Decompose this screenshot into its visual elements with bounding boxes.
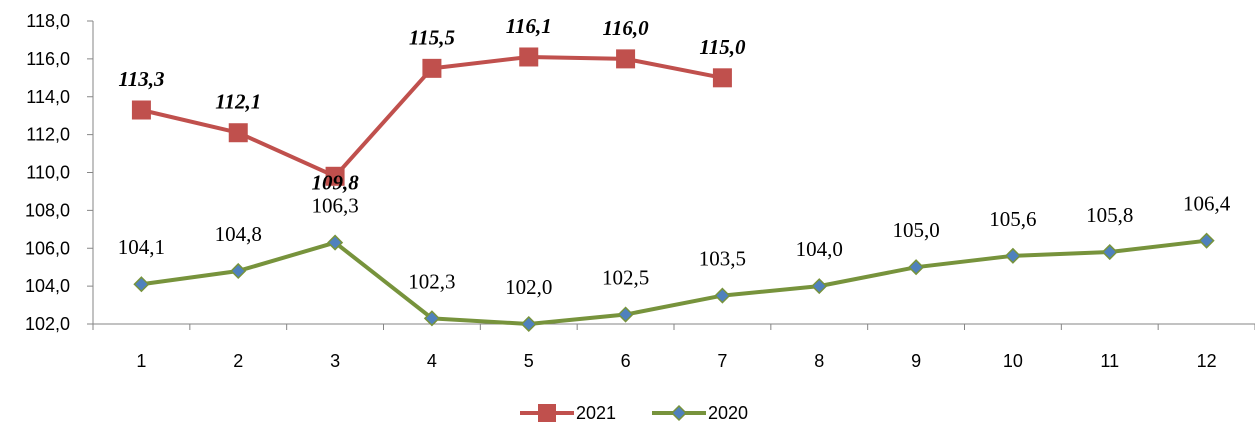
marker-2020 [520, 315, 537, 333]
data-label-2020: 106,3 [311, 194, 358, 218]
data-label-2020: 106,4 [1183, 192, 1231, 216]
data-label-2020: 105,0 [892, 218, 939, 242]
marker-2020 [617, 306, 634, 323]
x-tick-label: 7 [717, 351, 727, 371]
marker-2020 [714, 287, 731, 304]
x-tick-label: 2 [233, 351, 243, 371]
marker-2021 [616, 49, 636, 69]
legend-marker-2020 [670, 404, 688, 422]
marker-2020 [423, 310, 440, 327]
y-tick-label: 108,0 [25, 200, 70, 220]
x-tick-label: 5 [524, 351, 534, 371]
legend-marker-2021 [538, 404, 556, 422]
y-tick-label: 106,0 [25, 238, 70, 258]
y-tick-label: 102,0 [25, 314, 70, 334]
data-label-2020: 102,5 [602, 266, 649, 290]
data-label-2020: 103,5 [699, 247, 746, 271]
data-label-2020: 105,6 [989, 207, 1036, 231]
data-label-2021: 109,8 [311, 170, 359, 194]
x-tick-label: 8 [814, 351, 824, 371]
marker-2021 [228, 123, 248, 143]
data-label-2020: 105,8 [1086, 203, 1133, 227]
data-labels: 113,3 112,1 109,8 115,5 116,1 116,0 115,0 104,1… [118, 14, 1231, 299]
data-label-2021: 116,1 [506, 14, 552, 38]
data-label-2021: 113,3 [118, 67, 164, 91]
x-tick-label: 9 [911, 351, 921, 371]
x-tick-label: 3 [330, 351, 340, 371]
series-line-2020 [141, 238, 1207, 326]
x-tick-label: 6 [621, 351, 631, 371]
marker-2021 [712, 68, 732, 88]
data-label-2021: 116,0 [603, 16, 650, 40]
data-label-2021: 112,1 [215, 90, 261, 114]
marker-2021 [325, 166, 345, 186]
data-label-2020: 102,0 [505, 275, 552, 299]
series-lines [140, 54, 1207, 326]
marker-2020 [327, 234, 344, 251]
y-tick-label: 112,0 [26, 125, 70, 145]
y-tick-label: 118,0 [26, 11, 70, 31]
marker-2020 [811, 278, 828, 295]
marker-2021 [422, 58, 442, 78]
y-tick-label: 114,0 [26, 87, 70, 107]
y-tick-label: 104,0 [25, 276, 70, 296]
marker-2021 [131, 100, 151, 120]
marker-2020 [908, 259, 925, 276]
marker-2021 [519, 47, 539, 67]
marker-2020 [1004, 247, 1021, 264]
marker-2020 [1101, 243, 1118, 261]
x-tick-label: 12 [1197, 351, 1217, 371]
y-tick-label: 116,0 [26, 49, 70, 69]
y-tick-label: 110,0 [26, 163, 70, 183]
marker-2020 [230, 262, 247, 280]
data-label-2020: 102,3 [408, 269, 455, 293]
legend-label-2021: 2021 [576, 403, 616, 423]
data-label-2020: 104,0 [796, 237, 843, 261]
data-label-2021: 115,5 [409, 25, 455, 49]
legend-label-2020: 2020 [708, 403, 748, 423]
x-tick-label: 11 [1100, 351, 1119, 371]
series-markers [131, 47, 1215, 333]
data-label-2020: 104,8 [215, 222, 262, 246]
legend: 2021 2020 [520, 403, 748, 423]
x-tick-label: 10 [1003, 351, 1023, 371]
x-tick-label: 1 [136, 351, 146, 371]
marker-2020 [1198, 232, 1215, 249]
data-label-2020: 104,1 [118, 235, 165, 259]
data-label-2021: 115,0 [699, 35, 746, 59]
axes: 102,0 104,0 106,0 108,0 110,0 112,0 114,0 116,0… [25, 11, 1255, 371]
x-tick-label: 4 [427, 351, 437, 371]
marker-2020 [133, 276, 150, 293]
